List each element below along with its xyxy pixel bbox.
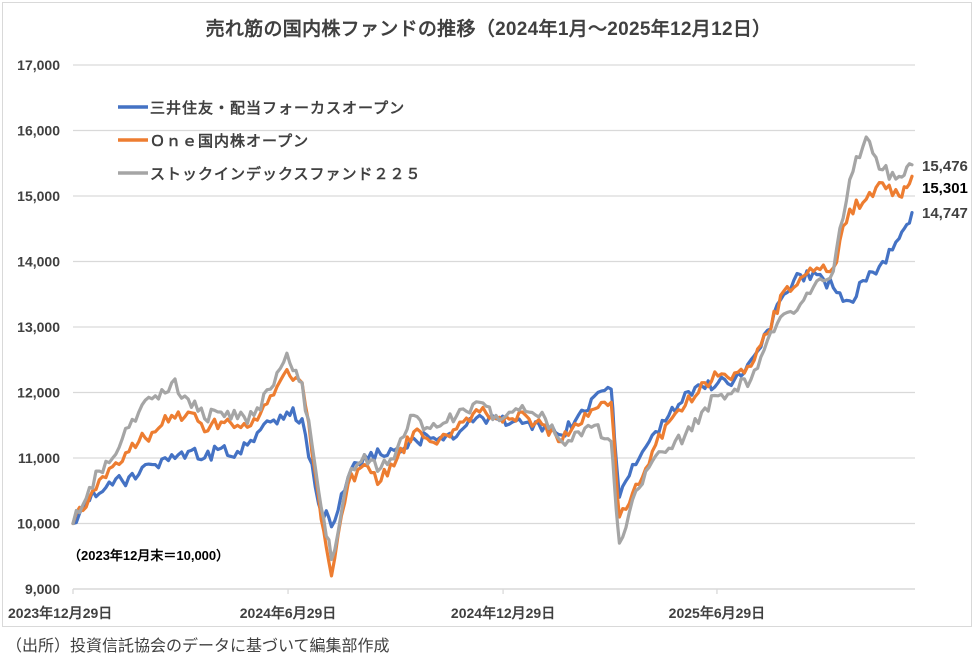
legend-label-3: ストックインデックスファンド２２５ [150, 165, 422, 183]
y-tick-label: 14,000 [17, 254, 60, 270]
chart-title: 売れ筋の国内株ファンドの推移（2024年1月～2025年12月12日） [205, 19, 772, 40]
chart-frame [2, 2, 972, 627]
y-tick-label: 12,000 [17, 385, 60, 401]
x-tick-label: 2023年12月29日 [8, 605, 112, 621]
end-labels: 14,747 15,301 15,476 [922, 158, 968, 222]
x-axis [72, 588, 915, 594]
base-note: （2023年12月末＝10,000） [68, 548, 229, 563]
x-tick-label: 2024年12月29日 [451, 605, 555, 621]
series-line-2 [71, 174, 914, 578]
y-tick-label: 13,000 [17, 319, 60, 335]
end-value-label-3: 15,476 [922, 158, 968, 175]
series-line-1 [71, 211, 914, 529]
legend-label-1: 三井住友・配当フォーカスオープン [150, 99, 405, 117]
x-axis-ticks: 2023年12月29日 2024年6月29日 2024年12月29日 2025年6月2… [8, 605, 765, 621]
x-tick-label: 2025年6月29日 [669, 605, 766, 621]
y-tick-label: 17,000 [17, 57, 60, 73]
y-axis-ticks: 9,000 10,000 11,000 12,000 13,000 14,000 15,00… [17, 57, 60, 597]
y-tick-label: 15,000 [17, 188, 60, 204]
y-tick-label: 16,000 [17, 123, 60, 139]
y-tick-label: 11,000 [18, 450, 60, 466]
legend: 三井住友・配当フォーカスオープン Ｏｎｅ国内株オープンストックインデックスファンド… [118, 99, 422, 183]
series-lines [71, 135, 914, 578]
end-value-label-2: 15,301 [922, 180, 968, 197]
y-tick-label: 10,000 [17, 516, 60, 532]
source-note: （出所）投資信託協会のデータに基づいて編集部作成 [6, 638, 390, 655]
y-tick-label: 9,000 [25, 581, 60, 597]
x-tick-label: 2024年6月29日 [240, 605, 337, 621]
series-line-3 [71, 135, 914, 562]
legend-label-2: Ｏｎｅ国内株オープン [150, 132, 309, 150]
end-value-label-1: 14,747 [922, 205, 968, 222]
